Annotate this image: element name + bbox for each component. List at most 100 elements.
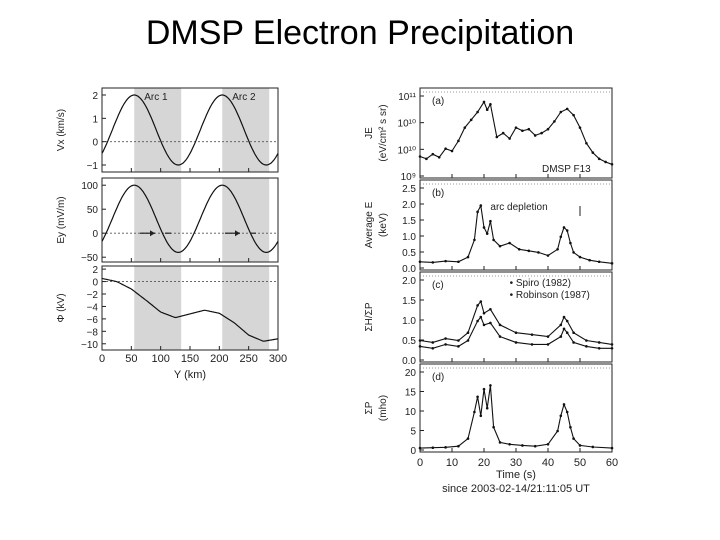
right-x-tick-label: 30 xyxy=(510,457,522,469)
data-point xyxy=(559,335,563,338)
data-point xyxy=(546,254,550,257)
left-x-tick-label: 150 xyxy=(181,353,199,365)
data-point xyxy=(508,137,511,140)
shaded-region-arc-1 xyxy=(134,266,182,350)
data-point xyxy=(431,341,435,344)
data-point xyxy=(444,337,447,340)
data-point xyxy=(562,226,566,229)
y-tick-label: 100 xyxy=(81,181,98,192)
right-y-tick-label: 0.0 xyxy=(402,356,416,367)
data-point xyxy=(585,141,588,145)
data-point xyxy=(431,152,435,156)
left-x-tick-label: 0 xyxy=(99,353,105,365)
data-point xyxy=(501,131,505,135)
left-x-tick-label: 250 xyxy=(239,353,257,365)
data-point xyxy=(597,157,601,161)
right-y-tick-label: 10¹¹ xyxy=(398,92,416,103)
data-point xyxy=(546,443,550,446)
data-point xyxy=(450,149,454,153)
data-point xyxy=(508,241,511,245)
data-point xyxy=(418,339,422,342)
right-panel-units-b: (keV) xyxy=(378,213,389,237)
data-point xyxy=(485,406,489,410)
right-panel-frame-d xyxy=(419,363,613,453)
data-point xyxy=(565,331,569,335)
data-point xyxy=(572,437,575,440)
data-point xyxy=(466,255,470,259)
data-point xyxy=(431,446,435,450)
data-point xyxy=(489,308,492,311)
data-point xyxy=(492,425,495,429)
right-panel-units-d: (mho) xyxy=(378,395,389,421)
right-y-tick-label: 10¹⁰ xyxy=(398,145,416,156)
series-line-d-0 xyxy=(419,385,613,449)
data-point xyxy=(546,343,550,346)
data-point xyxy=(585,339,588,342)
shaded-region-arc-2 xyxy=(222,178,270,262)
right-x-tick-label: 50 xyxy=(574,457,586,469)
left-x-tick-label: 200 xyxy=(210,353,228,365)
data-point xyxy=(527,249,531,253)
data-point xyxy=(569,241,572,245)
data-point xyxy=(457,345,460,348)
data-point xyxy=(559,110,563,114)
data-point xyxy=(425,157,428,161)
data-point xyxy=(562,327,566,331)
data-point xyxy=(418,345,422,348)
data-point xyxy=(565,107,569,111)
y-tick-label: −1 xyxy=(87,161,99,172)
data-point xyxy=(556,247,559,251)
left-panel-ylabel: Vx (km/s) xyxy=(56,109,67,151)
data-point xyxy=(489,219,492,223)
left-panel-curve xyxy=(101,184,279,254)
data-point xyxy=(533,134,537,137)
data-point xyxy=(498,335,502,338)
right-y-tick-label: 5 xyxy=(410,427,416,438)
data-point xyxy=(533,444,537,448)
y-tick-label: 0 xyxy=(92,138,98,149)
flow-arrow-head xyxy=(150,230,155,237)
data-point xyxy=(482,387,486,391)
data-point xyxy=(559,323,563,327)
data-point xyxy=(559,414,563,418)
slide-title: DMSP Electron Precipitation xyxy=(145,14,575,52)
series-line-b-0 xyxy=(419,203,613,264)
right-panel-frame-b xyxy=(419,179,613,271)
y-tick-label: 50 xyxy=(87,205,99,216)
shaded-region-arc-2 xyxy=(222,88,270,172)
data-point xyxy=(597,260,601,264)
right-y-tick-label: 0.5 xyxy=(402,248,416,259)
y-tick-label: 2 xyxy=(92,91,98,102)
legend-entry-1: • Spiro (1982) xyxy=(510,278,571,289)
data-point xyxy=(565,410,569,414)
data-point xyxy=(489,321,492,325)
right-panel-ylabel-b: Average E xyxy=(364,201,375,248)
left-x-tick-label: 100 xyxy=(151,353,169,365)
left-x-axis-label: Y (km) xyxy=(174,369,206,381)
data-point xyxy=(444,259,447,263)
y-tick-label: −2 xyxy=(87,290,99,301)
annotation-arc-depletion: arc depletion xyxy=(490,202,547,213)
data-point xyxy=(431,347,435,350)
right-x-axis-label: Time (s) xyxy=(496,469,536,481)
data-point xyxy=(610,343,614,346)
data-point xyxy=(444,446,447,449)
left-panel-curve xyxy=(101,94,279,166)
panel-letter-c: (c) xyxy=(432,280,444,291)
data-point xyxy=(485,232,489,235)
right-x-axis-caption: since 2003-02-14/21:11:05 UT xyxy=(442,483,590,495)
data-point xyxy=(530,343,534,346)
data-point xyxy=(482,100,486,104)
shaded-region-arc-1 xyxy=(134,178,182,262)
data-point xyxy=(457,444,460,448)
data-point xyxy=(597,341,601,344)
data-point xyxy=(418,260,422,264)
data-point xyxy=(610,347,614,350)
data-point xyxy=(610,163,614,166)
panel-letter-a: (a) xyxy=(432,96,444,107)
left-panel-curve xyxy=(101,277,279,342)
right-y-tick-label: 10¹⁰ xyxy=(398,119,416,130)
right-x-tick-label: 60 xyxy=(606,457,618,469)
data-point xyxy=(514,331,518,335)
